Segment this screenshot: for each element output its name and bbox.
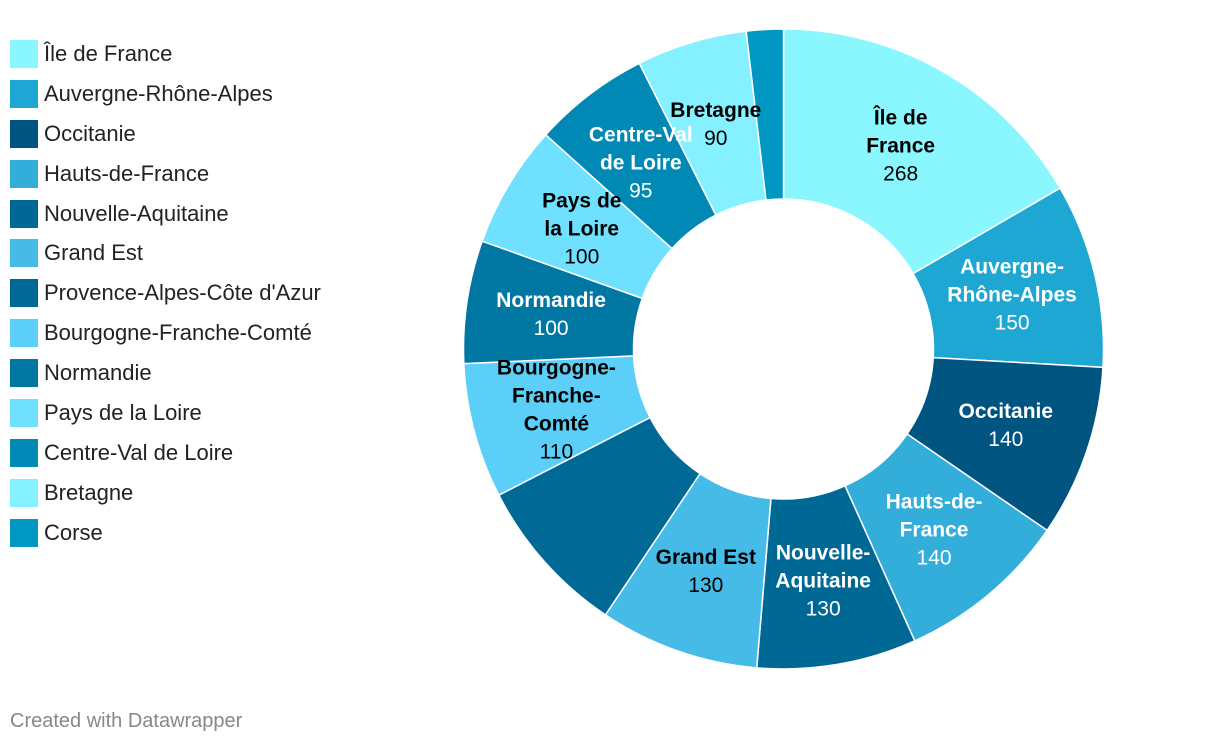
legend-swatch bbox=[10, 40, 38, 68]
legend-item-grand-est: Grand Est bbox=[10, 239, 321, 268]
legend-label: Bretagne bbox=[44, 479, 134, 505]
legend-label: Grand Est bbox=[44, 240, 144, 266]
legend-label: Hauts-de-France bbox=[44, 160, 210, 186]
slice-label-nouvelle-aquitaine: Nouvelle- Aquitaine 130 bbox=[775, 542, 871, 621]
slice-label-auvergne-rhone-alpes: Auvergne- Rhône-Alpes 150 bbox=[947, 255, 1077, 334]
slice-label-line: France bbox=[900, 518, 969, 541]
slice-label-line: Aquitaine bbox=[775, 570, 871, 593]
legend-item-nouvelle-aquitaine: Nouvelle-Aquitaine bbox=[10, 199, 321, 228]
slices bbox=[462, 28, 1105, 670]
legend-item-centre-val-de-loire: Centre-Val de Loire bbox=[10, 438, 321, 467]
slice-value: 130 bbox=[806, 598, 841, 621]
slice-corse bbox=[745, 28, 785, 201]
legend-item-occitanie: Occitanie bbox=[10, 119, 321, 148]
credit-text: Created with Datawrapper bbox=[10, 710, 243, 732]
slice-label-line: Île de bbox=[873, 105, 928, 129]
legend-swatch bbox=[10, 438, 38, 467]
slice-label-normandie: Normandie 100 bbox=[496, 289, 606, 340]
legend-swatch bbox=[10, 79, 38, 108]
slice-label-line: de Loire bbox=[600, 151, 682, 174]
slice-labels: Île de France 268 Auvergne- Rhône-Alpes 150 Oc… bbox=[496, 99, 1077, 621]
slice-label-line: Franche- bbox=[512, 384, 601, 407]
legend-item-provence-alpes-cote-d-azur: Provence-Alpes-Côte d'Azur bbox=[10, 279, 321, 308]
slice-label-line: Hauts-de- bbox=[886, 490, 983, 513]
legend-item-auvergne-rhone-alpes: Auvergne-Rhône-Alpes bbox=[10, 79, 321, 108]
slice-label-grand-est: Grand Est 130 bbox=[656, 546, 756, 597]
legend-swatch bbox=[10, 359, 38, 388]
slice-label-line: Comté bbox=[524, 412, 589, 435]
legend-label: Normandie bbox=[44, 360, 152, 386]
slice-label-hauts-de-france: Hauts-de- France 140 bbox=[886, 490, 983, 569]
legend-item-bretagne: Bretagne bbox=[10, 478, 321, 507]
legend-item-bourgogne-franche-comte: Bourgogne-Franche-Comté bbox=[10, 319, 321, 348]
legend-swatch bbox=[10, 199, 38, 228]
slice-label-bretagne: Bretagne 90 bbox=[670, 99, 761, 150]
slice-label-line: Occitanie bbox=[959, 400, 1054, 423]
slice-label-line: la Loire bbox=[544, 217, 619, 240]
slice-value: 130 bbox=[688, 574, 723, 597]
legend-swatch bbox=[10, 319, 38, 348]
legend-label: Provence-Alpes-Côte d'Azur bbox=[44, 280, 321, 306]
legend-label: Auvergne-Rhône-Alpes bbox=[44, 80, 273, 106]
slice-value: 150 bbox=[995, 311, 1030, 334]
slice-value: 140 bbox=[988, 428, 1023, 451]
legend-label: Île de France bbox=[44, 41, 173, 66]
legend-item-normandie: Normandie bbox=[10, 359, 321, 388]
legend-label: Bourgogne-Franche-Comté bbox=[44, 320, 312, 346]
slice-label-line: Centre-Val bbox=[589, 123, 693, 146]
legend-swatch bbox=[10, 478, 38, 507]
legend-swatch bbox=[10, 239, 38, 268]
slice-label-centre-val-de-loire: Centre-Val de Loire 95 bbox=[589, 123, 693, 202]
legend-item-hauts-de-france: Hauts-de-France bbox=[10, 159, 321, 188]
slice-value: 100 bbox=[564, 245, 599, 268]
legend-item-ile-de-france: Île de France bbox=[10, 40, 321, 68]
slice-label-line: Pays de bbox=[542, 189, 621, 212]
slice-label-line: Bretagne bbox=[670, 99, 761, 122]
legend-label: Pays de la Loire bbox=[44, 400, 202, 426]
slice-value: 90 bbox=[704, 127, 727, 150]
legend-label: Centre-Val de Loire bbox=[44, 439, 234, 465]
slice-label-line: Auvergne- bbox=[960, 255, 1064, 278]
legend-item-corse: Corse bbox=[10, 518, 321, 547]
legend-label: Corse bbox=[44, 519, 103, 545]
slice-value: 95 bbox=[629, 179, 652, 202]
legend-item-pays-de-la-loire: Pays de la Loire bbox=[10, 399, 321, 428]
slice-ile-de-france bbox=[782, 28, 1062, 275]
slice-value: 140 bbox=[917, 546, 952, 569]
slice-value: 100 bbox=[534, 317, 569, 340]
slice-label-bourgogne-franche-comte: Bourgogne- Franche- Comté 110 bbox=[497, 356, 616, 463]
slice-label-line: Nouvelle- bbox=[776, 542, 871, 565]
legend-label: Nouvelle-Aquitaine bbox=[44, 200, 229, 226]
slice-label-line: France bbox=[866, 134, 935, 157]
slice-label-line: Rhône-Alpes bbox=[947, 283, 1077, 306]
slice-label-line: Normandie bbox=[496, 289, 606, 312]
legend-swatch bbox=[10, 279, 38, 308]
legend-swatch bbox=[10, 518, 38, 547]
slice-label-occitanie: Occitanie 140 bbox=[959, 400, 1054, 451]
legend-label: Occitanie bbox=[44, 120, 136, 146]
slice-value: 268 bbox=[883, 162, 918, 185]
slice-label-pays-de-la-loire: Pays de la Loire 100 bbox=[542, 189, 621, 268]
legend: Île de France Auvergne-Rhône-Alpes Occitan… bbox=[10, 40, 321, 559]
slice-label-line: Bourgogne- bbox=[497, 356, 616, 379]
slice-value: 110 bbox=[540, 440, 573, 463]
legend-swatch bbox=[10, 119, 38, 148]
slice-label-ile-de-france: Île de France 268 bbox=[866, 105, 935, 185]
legend-swatch bbox=[10, 159, 38, 188]
slice-label-line: Grand Est bbox=[656, 546, 756, 569]
legend-swatch bbox=[10, 399, 38, 428]
